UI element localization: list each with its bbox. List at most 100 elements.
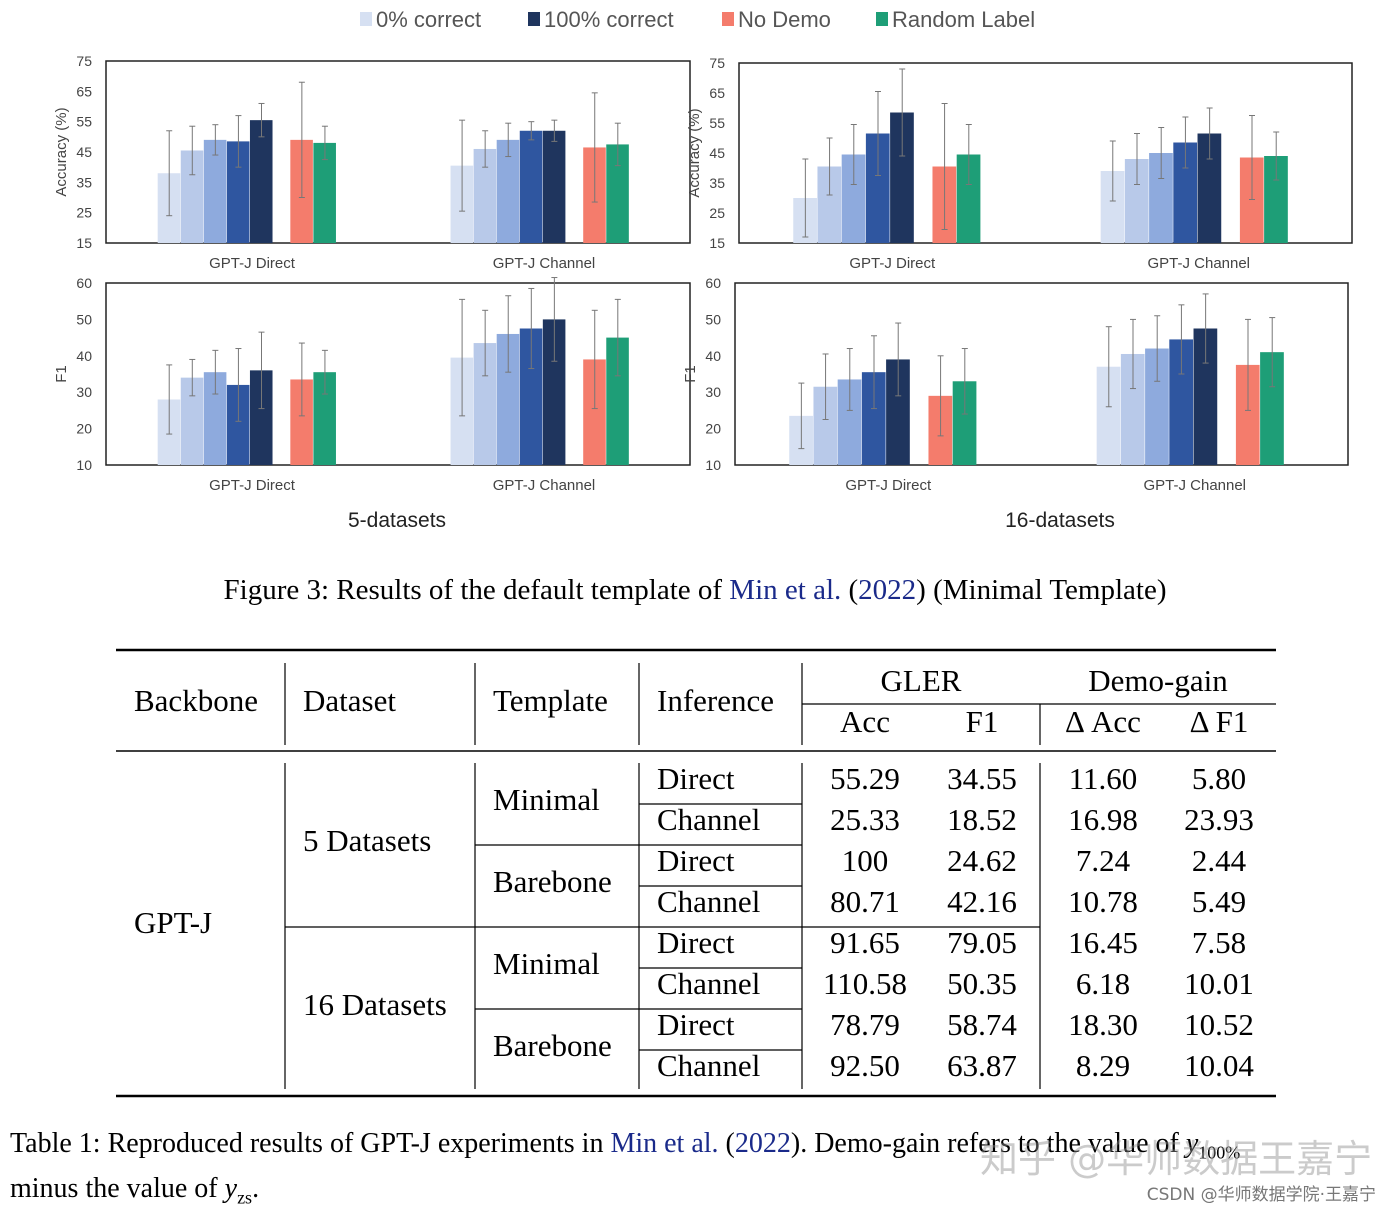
delta-f1-cell: 10.01 [1184, 966, 1254, 1001]
dataset-cell: 5 Datasets [303, 823, 432, 858]
acc-cell: 100 [841, 843, 889, 878]
delta-f1-cell: 5.80 [1191, 761, 1247, 796]
f1-cell: 42.16 [947, 884, 1017, 919]
bar [1235, 364, 1260, 465]
y-tick-label: 60 [705, 275, 721, 291]
citation-link[interactable]: Min et al. [729, 574, 842, 606]
bar [226, 384, 250, 465]
header-backbone: Backbone [134, 683, 258, 718]
bar [606, 144, 629, 243]
bar [542, 130, 566, 243]
x-category-label: GPT-J Channel [493, 477, 596, 494]
f1-cell: 63.87 [947, 1048, 1017, 1083]
bar [1264, 156, 1288, 243]
bar [496, 139, 520, 243]
group-label: 16-datasets [1005, 509, 1115, 532]
delta-acc-cell: 8.29 [1075, 1048, 1131, 1083]
x-category-label: GPT-J Channel [493, 255, 596, 272]
results-table: Backbone Dataset Template Inference GLER… [116, 648, 1276, 1100]
template-cell: Barebone [493, 1028, 612, 1063]
bar [956, 154, 981, 243]
bar [180, 150, 204, 243]
bar [203, 372, 227, 465]
y-tick-label: 20 [76, 421, 92, 437]
inference-cell: Direct [657, 761, 735, 796]
delta-f1-cell: 23.93 [1184, 802, 1254, 837]
math-subscript-zs: zs [237, 1187, 253, 1208]
y-axis-label: Accuracy (%) [53, 107, 70, 196]
citation-year-link[interactable]: 2022 [734, 1128, 791, 1159]
bar [249, 120, 273, 243]
y-tick-label: 50 [705, 311, 721, 327]
header-inference: Inference [657, 683, 775, 718]
acc-cell: 25.33 [830, 802, 900, 837]
math-subscript-100: 100% [1198, 1142, 1241, 1163]
bar [203, 139, 227, 243]
citation-link[interactable]: Min et al. [610, 1128, 719, 1159]
y-tick-label: 35 [76, 174, 92, 190]
x-category-label: GPT-J Channel [1143, 477, 1246, 494]
y-tick-label: 75 [76, 53, 92, 69]
x-category-label: GPT-J Direct [849, 255, 936, 272]
bar [1120, 353, 1145, 465]
y-tick-label: 45 [76, 144, 92, 160]
delta-f1-cell: 10.04 [1184, 1048, 1254, 1083]
acc-cell: 80.71 [830, 884, 900, 919]
figure-caption-suffix: ) (Minimal Template) [916, 574, 1167, 606]
group-label: 5-datasets [348, 509, 446, 532]
bar [865, 133, 890, 243]
bar [890, 112, 914, 243]
y-tick-label: 40 [76, 348, 92, 364]
bar [226, 141, 250, 243]
bar [290, 379, 313, 465]
f1-cell: 50.35 [947, 966, 1017, 1001]
csdn-watermark: CSDN @华师数据学院·王嘉宁 [1146, 1185, 1376, 1205]
bar [1124, 159, 1149, 243]
acc-cell: 92.50 [830, 1048, 900, 1083]
delta-f1-cell: 10.52 [1184, 1007, 1254, 1042]
bar [473, 343, 497, 465]
legend-label: No Demo [738, 7, 831, 32]
citation-year-link[interactable]: 2022 [858, 574, 917, 606]
y-tick-label: 35 [709, 175, 725, 191]
delta-f1-cell: 2.44 [1191, 843, 1247, 878]
zhihu-watermark: 知乎 @华师数据王嘉宁 [980, 1137, 1373, 1181]
template-cell: Minimal [493, 946, 600, 981]
legend-swatch [876, 12, 888, 26]
header-delta-acc: Δ Acc [1065, 704, 1141, 739]
f1-cell: 79.05 [947, 925, 1017, 960]
backbone-cell: GPT-J [134, 905, 213, 940]
f1-cell: 24.62 [947, 843, 1017, 878]
acc-cell: 110.58 [822, 966, 908, 1001]
y-tick-label: 10 [76, 457, 92, 473]
y-axis-label: Accuracy (%) [686, 108, 703, 197]
delta-acc-cell: 11.60 [1068, 761, 1138, 796]
f1-cell: 58.74 [947, 1007, 1017, 1042]
bar [1239, 157, 1264, 243]
inference-cell: Direct [657, 925, 735, 960]
delta-f1-cell: 5.49 [1191, 884, 1247, 919]
table-caption: Table 1: Reproduced results of GPT-J exp… [10, 1126, 1385, 1215]
delta-f1-cell: 7.58 [1191, 925, 1247, 960]
legend-label: 100% correct [544, 7, 674, 32]
delta-acc-cell: 18.30 [1068, 1007, 1138, 1042]
bar [1193, 328, 1218, 465]
bar [1260, 352, 1284, 465]
bar [841, 154, 866, 243]
legend-label: 0% correct [376, 7, 481, 32]
y-tick-label: 25 [709, 205, 725, 221]
bar [180, 377, 204, 465]
bar [313, 372, 336, 465]
f1-cell: 34.55 [947, 761, 1017, 796]
math-y: y [224, 1172, 238, 1204]
bar [886, 359, 910, 465]
figure-caption: Figure 3: Results of the default templat… [0, 574, 1390, 607]
table-caption-end: . [252, 1172, 260, 1204]
y-tick-label: 30 [76, 384, 92, 400]
y-tick-label: 75 [709, 55, 725, 71]
legend-swatch [360, 12, 372, 26]
bar [861, 372, 886, 465]
acc-cell: 91.65 [830, 925, 900, 960]
bar [1145, 348, 1169, 465]
x-category-label: GPT-J Direct [209, 477, 296, 494]
